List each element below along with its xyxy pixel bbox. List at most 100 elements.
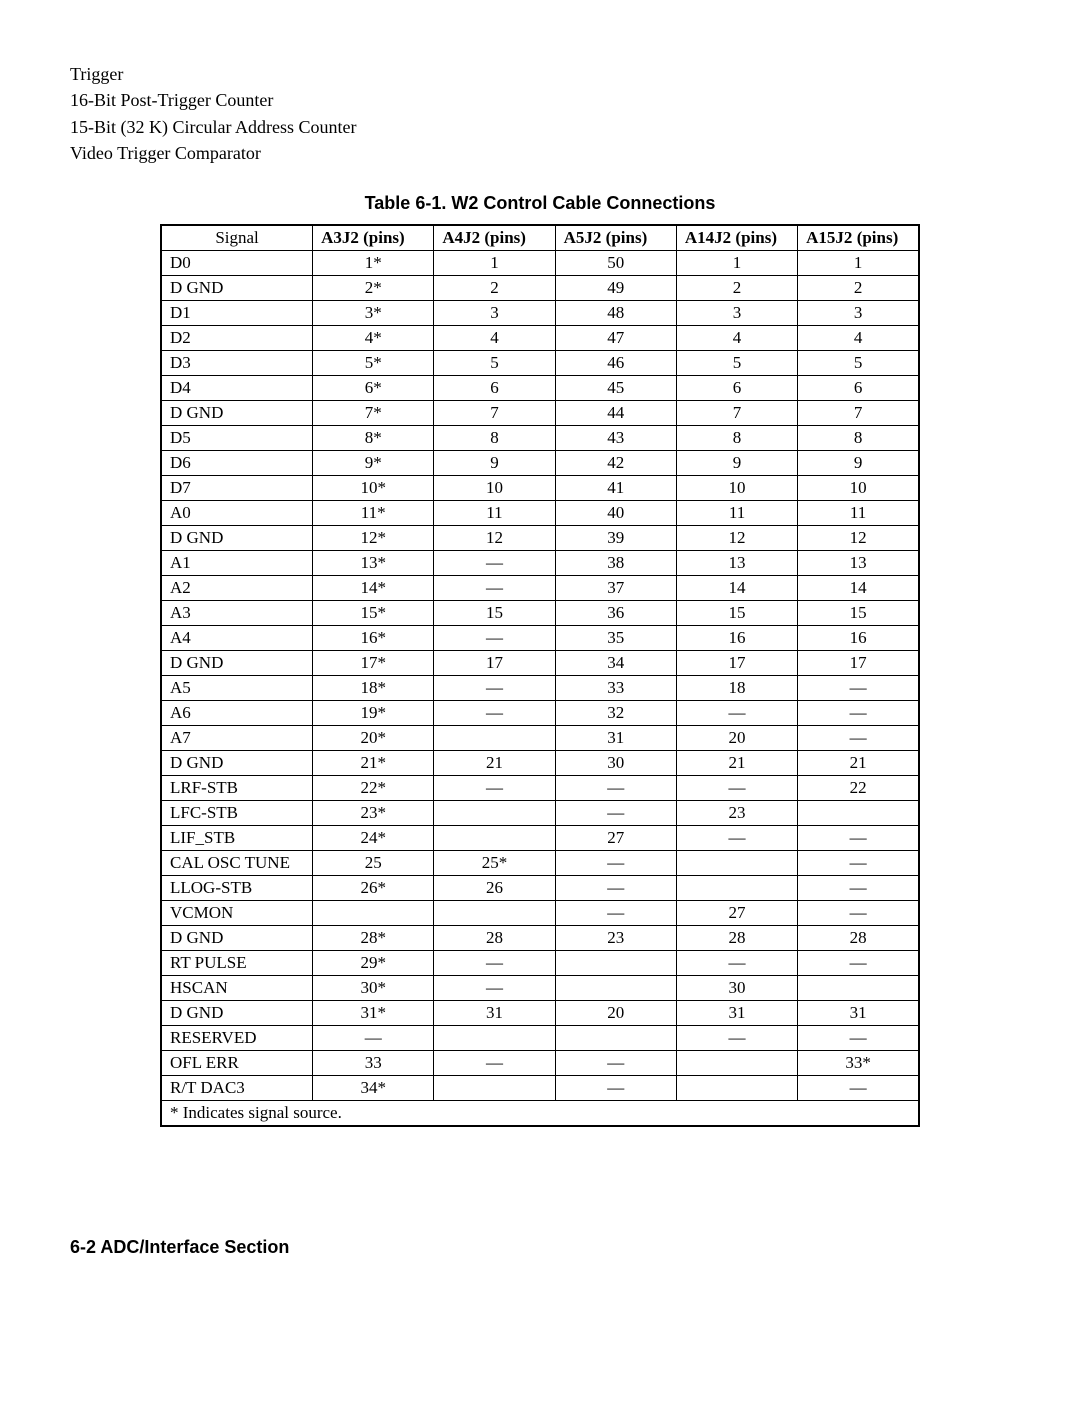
cell-pin: 1: [676, 251, 797, 276]
cell-pin: 11: [798, 501, 919, 526]
cell-pin: 31*: [313, 1001, 434, 1026]
cell-signal: LLOG-STB: [161, 876, 313, 901]
cell-signal: A5: [161, 676, 313, 701]
cell-pin: [555, 951, 676, 976]
cell-pin: —: [798, 676, 919, 701]
cell-signal: LIF_STB: [161, 826, 313, 851]
cell-pin: 39: [555, 526, 676, 551]
cell-pin: [434, 1026, 555, 1051]
cell-signal: D GND: [161, 1001, 313, 1026]
cell-pin: 2: [434, 276, 555, 301]
cell-pin: —: [555, 901, 676, 926]
cell-pin: 6: [798, 376, 919, 401]
table-row: D GND17*17341717: [161, 651, 919, 676]
col-a14j2: A14J2 (pins): [676, 225, 797, 251]
cell-signal: HSCAN: [161, 976, 313, 1001]
table-row: D GND2*24922: [161, 276, 919, 301]
cell-signal: A1: [161, 551, 313, 576]
table-row: LLOG-STB26*26——: [161, 876, 919, 901]
col-a4j2-bold: A4J2: [442, 228, 480, 247]
cell-pin: 30*: [313, 976, 434, 1001]
col-a3j2-label: A3J2 (pins): [321, 228, 405, 247]
cell-pin: 1*: [313, 251, 434, 276]
cell-pin: —: [434, 976, 555, 1001]
cell-pin: 16*: [313, 626, 434, 651]
cell-pin: 3*: [313, 301, 434, 326]
cell-pin: [434, 826, 555, 851]
cell-pin: 20: [676, 726, 797, 751]
table-row: D GND31*31203131: [161, 1001, 919, 1026]
cell-pin: 8: [798, 426, 919, 451]
cell-pin: 31: [555, 726, 676, 751]
cell-pin: —: [555, 876, 676, 901]
cell-signal: D4: [161, 376, 313, 401]
cell-pin: —: [434, 551, 555, 576]
cell-pin: —: [555, 851, 676, 876]
cell-pin: 14: [798, 576, 919, 601]
cell-pin: 3: [798, 301, 919, 326]
col-a5j2-rest: (pins): [601, 228, 647, 247]
cell-pin: 25*: [434, 851, 555, 876]
cell-pin: 7: [434, 401, 555, 426]
cell-signal: D3: [161, 351, 313, 376]
cell-pin: —: [434, 626, 555, 651]
cell-pin: —: [434, 1051, 555, 1076]
table-footnote-row: * Indicates signal source.: [161, 1101, 919, 1127]
cell-pin: —: [434, 676, 555, 701]
table-row: A619*—32——: [161, 701, 919, 726]
cell-pin: 10: [676, 476, 797, 501]
cell-pin: 15*: [313, 601, 434, 626]
cell-pin: —: [798, 826, 919, 851]
cell-pin: 43: [555, 426, 676, 451]
cell-pin: 7: [798, 401, 919, 426]
cell-pin: 23: [555, 926, 676, 951]
cell-pin: 12: [676, 526, 797, 551]
cell-pin: 28*: [313, 926, 434, 951]
cell-pin: 44: [555, 401, 676, 426]
cell-pin: 11*: [313, 501, 434, 526]
cell-pin: —: [798, 851, 919, 876]
cell-signal: A3: [161, 601, 313, 626]
cell-pin: 30: [555, 751, 676, 776]
cell-signal: D GND: [161, 526, 313, 551]
intro-text: Trigger 16-Bit Post-Trigger Counter 15-B…: [70, 62, 1010, 165]
cell-pin: —: [676, 1026, 797, 1051]
cell-pin: —: [555, 1051, 676, 1076]
cell-pin: 7*: [313, 401, 434, 426]
cell-pin: 27: [676, 901, 797, 926]
cell-pin: —: [555, 1076, 676, 1101]
cell-pin: 50: [555, 251, 676, 276]
col-a4j2-rest: (pins): [480, 228, 526, 247]
cell-pin: 41: [555, 476, 676, 501]
intro-line: 16-Bit Post-Trigger Counter: [70, 88, 1010, 112]
cell-signal: D1: [161, 301, 313, 326]
cell-pin: 35: [555, 626, 676, 651]
cell-pin: 17*: [313, 651, 434, 676]
cell-pin: 14*: [313, 576, 434, 601]
table-row: A720*3120—: [161, 726, 919, 751]
cell-pin: 8: [676, 426, 797, 451]
cell-pin: 19*: [313, 701, 434, 726]
cell-pin: 12*: [313, 526, 434, 551]
cell-signal: D GND: [161, 751, 313, 776]
cell-pin: 13*: [313, 551, 434, 576]
cell-pin: 36: [555, 601, 676, 626]
cell-pin: 17: [676, 651, 797, 676]
cell-signal: R/T DAC3: [161, 1076, 313, 1101]
cell-pin: 5: [798, 351, 919, 376]
cell-pin: 15: [798, 601, 919, 626]
cell-pin: 16: [798, 626, 919, 651]
table-row: A416*—351616: [161, 626, 919, 651]
cell-pin: 5*: [313, 351, 434, 376]
table-row: A113*—381313: [161, 551, 919, 576]
cell-pin: 11: [676, 501, 797, 526]
table-row: D13*34833: [161, 301, 919, 326]
cell-pin: 32: [555, 701, 676, 726]
cell-pin: [555, 1026, 676, 1051]
table-header-row: Signal A3J2 (pins) A4J2 (pins) A5J2 (pin…: [161, 225, 919, 251]
table-row: D710*10411010: [161, 476, 919, 501]
cell-pin: —: [798, 726, 919, 751]
cell-pin: 10*: [313, 476, 434, 501]
cell-pin: 23: [676, 801, 797, 826]
page-footer: 6-2 ADC/Interface Section: [70, 1237, 1010, 1258]
